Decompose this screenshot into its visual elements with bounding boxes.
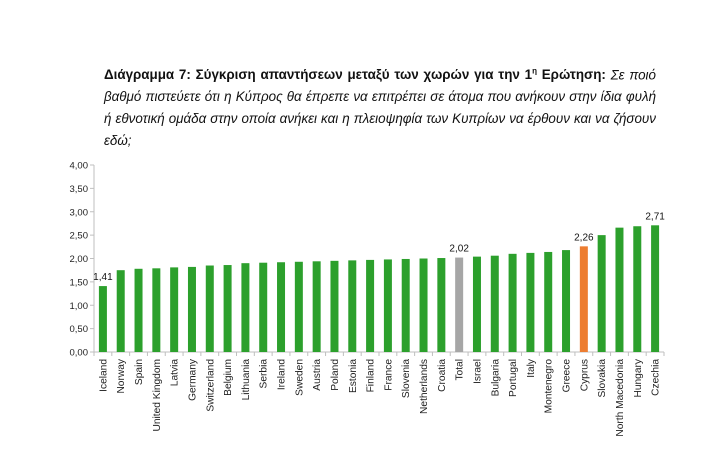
bar-slovakia (597, 235, 606, 352)
x-tick-label: Czechia (651, 359, 662, 396)
x-tick-label: Sweden (294, 359, 305, 396)
chart-labels: Iceland Norway Spain United Kingdom Latvia Ge… (93, 211, 665, 436)
bar-finland (366, 259, 375, 352)
x-tick-label: Switzerland (205, 359, 216, 412)
x-tick-label: Germany (187, 358, 198, 401)
x-tick-label: United Kingdom (152, 359, 163, 432)
bar-italy (526, 252, 535, 352)
bar-hungary (633, 226, 642, 352)
bar-serbia (259, 262, 268, 352)
bar-france (383, 259, 392, 352)
bar-portugal (508, 253, 517, 352)
x-tick-label: Iceland (98, 359, 109, 392)
caption-label-text: Διάγραμμα 7: Σύγκριση απαντήσεων μεταξύ … (104, 67, 533, 83)
x-tick-label: Belgium (223, 359, 234, 396)
bar-spain (134, 268, 143, 352)
y-tick-label: 3,50 (70, 184, 89, 195)
caption-label: Διάγραμμα 7: Σύγκριση απαντήσεων μεταξύ … (104, 67, 606, 82)
x-tick-label: Italy (526, 358, 537, 378)
chart-axes: 0,00 0,50 1,00 1,50 2,00 2,50 3,00 3,50 4,00 (70, 161, 665, 359)
x-tick-label: Cyprus (579, 359, 590, 391)
chart-bars (98, 225, 660, 352)
bar-poland (330, 260, 339, 352)
x-tick-label: Montenegro (544, 359, 555, 414)
y-tick-label: 0,00 (70, 348, 89, 359)
bar-belgium (223, 265, 232, 352)
chart-caption: Διάγραμμα 7: Σύγκριση απαντήσεων μεταξύ … (104, 61, 656, 152)
x-tick-label: Austria (312, 359, 323, 391)
bar-united-kingdom (152, 268, 161, 352)
x-tick-label: Bulgaria (490, 359, 501, 397)
caption-superscript: η (532, 67, 537, 76)
bar-bulgaria (490, 255, 499, 352)
bar-montenegro (544, 251, 553, 352)
x-tick-label: France (383, 359, 394, 391)
y-tick-label: 2,00 (70, 254, 89, 265)
x-tick-label: Greece (562, 359, 573, 393)
y-tick-label: 4,00 (70, 161, 89, 172)
x-tick-label: Norway (116, 358, 127, 393)
x-tick-label: Estonia (348, 359, 359, 393)
bar-germany (187, 266, 196, 352)
data-label: 2,02 (449, 244, 469, 255)
bar-iceland (98, 286, 107, 352)
x-tick-label: Slovakia (597, 359, 608, 398)
x-tick-label: Croatia (437, 359, 448, 392)
bar-north-macedonia (615, 227, 624, 352)
bar-sweden (294, 261, 303, 352)
x-tick-label: Lithuania (241, 359, 252, 401)
data-label: 2,26 (574, 232, 594, 243)
bar-latvia (170, 267, 179, 352)
x-tick-label: Latvia (170, 359, 181, 387)
y-tick-label: 1,50 (70, 277, 89, 288)
bar-lithuania (241, 263, 250, 352)
x-tick-label: Serbia (259, 359, 270, 389)
bar-cyprus (579, 246, 588, 352)
bar-czechia (651, 225, 660, 352)
bar-ireland (277, 262, 286, 352)
data-label: 1,41 (93, 272, 113, 283)
x-tick-label: Slovenia (401, 359, 412, 398)
bar-netherlands (419, 258, 428, 352)
y-tick-label: 2,50 (70, 231, 89, 242)
bar-total (455, 257, 464, 352)
x-tick-label: Poland (330, 359, 341, 391)
x-tick-label: Total (455, 359, 466, 381)
x-tick-label: North Macedonia (615, 359, 626, 437)
bar-israel (472, 256, 481, 352)
y-tick-label: 0,50 (70, 324, 89, 335)
x-tick-label: Hungary (633, 358, 644, 397)
y-tick-label: 3,00 (70, 207, 89, 218)
bar-slovenia (401, 258, 410, 352)
caption-question: Σε ποιό βαθμό πιστεύετε ότι η Κύπρος θα … (104, 67, 656, 149)
bar-norway (116, 270, 125, 352)
x-tick-label: Finland (366, 359, 377, 393)
bar-greece (562, 250, 571, 352)
bar-austria (312, 261, 321, 352)
bar-croatia (437, 258, 446, 352)
x-tick-label: Netherlands (419, 359, 430, 414)
x-tick-label: Ireland (277, 359, 288, 390)
bar-estonia (348, 260, 357, 352)
x-tick-label: Israel (472, 359, 483, 384)
x-tick-label: Portugal (508, 359, 519, 397)
x-tick-label: Spain (134, 359, 145, 385)
caption-label-end: Ερώτηση: (536, 67, 606, 83)
data-label: 2,71 (645, 211, 665, 222)
y-tick-label: 1,00 (70, 301, 89, 312)
bar-switzerland (205, 265, 214, 352)
